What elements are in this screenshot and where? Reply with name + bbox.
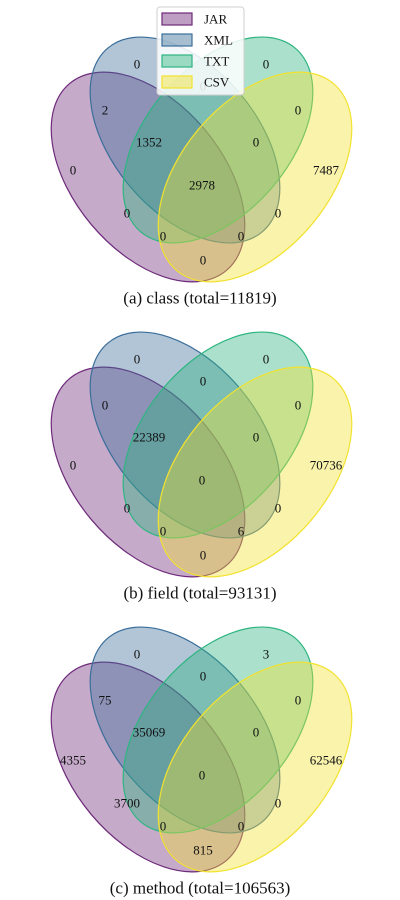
legend-swatch-xml xyxy=(161,33,193,47)
region-count-all: 2978 xyxy=(189,178,215,193)
region-count-xml-txt: 0 xyxy=(200,669,207,684)
region-count-jar-only: 0 xyxy=(70,163,77,178)
set-ellipse-csv xyxy=(157,71,353,283)
region-count-xml-csv: 0 xyxy=(275,206,282,221)
venn-panels: 0 0 2 0 0 0 1352 0 7487 2978 0 0 0 0 0 (a) class (total… xyxy=(50,36,353,898)
region-count-jar-csv: 815 xyxy=(193,843,213,858)
region-count-jar-only: 4355 xyxy=(60,753,86,768)
set-ellipse-csv xyxy=(157,366,353,578)
region-count-jar-txt-csv: 0 xyxy=(160,524,167,539)
region-count-txt-csv: 0 xyxy=(295,398,302,413)
region-count-xml-txt-csv: 0 xyxy=(253,725,260,740)
region-count-jar-csv: 0 xyxy=(200,548,207,563)
region-count-jar-xml-txt: 35069 xyxy=(133,725,166,740)
set-ellipse-csv xyxy=(157,661,353,873)
legend-label-txt: TXT xyxy=(204,54,229,69)
region-count-jar-only: 0 xyxy=(70,458,77,473)
region-count-xml-csv: 0 xyxy=(275,501,282,516)
region-count-xml-only: 0 xyxy=(134,647,141,662)
region-count-jar-txt-csv: 0 xyxy=(160,819,167,834)
region-count-jar-txt-csv: 0 xyxy=(160,229,167,244)
region-count-jar-xml-csv: 0 xyxy=(238,229,245,244)
region-count-jar-xml: 2 xyxy=(102,103,109,118)
region-count-jar-txt: 3700 xyxy=(114,796,140,811)
region-count-jar-xml: 75 xyxy=(99,693,112,708)
panel-caption: (b) field (total=93131) xyxy=(123,584,276,603)
region-count-jar-xml: 0 xyxy=(102,398,109,413)
legend-frame xyxy=(156,6,245,96)
region-count-jar-xml-csv: 6 xyxy=(238,524,245,539)
region-count-xml-csv: 0 xyxy=(275,796,282,811)
region-count-jar-txt: 0 xyxy=(124,501,131,516)
region-count-txt-only: 0 xyxy=(263,57,270,72)
region-count-txt-only: 0 xyxy=(263,352,270,367)
region-count-xml-only: 0 xyxy=(134,352,141,367)
legend-label-jar: JAR xyxy=(204,12,227,27)
region-count-xml-only: 0 xyxy=(134,57,141,72)
region-count-jar-xml-txt: 22389 xyxy=(133,430,166,445)
legend-swatch-txt xyxy=(161,54,193,68)
set-ellipse-xml xyxy=(89,626,281,834)
venn-panel: 0 3 75 0 0 4355 35069 0 62546 0 3700 0 0 0 815 (c) meth… xyxy=(50,626,353,898)
region-count-jar-txt: 0 xyxy=(124,206,131,221)
region-count-csv-only: 70736 xyxy=(310,458,343,473)
region-count-jar-xml-txt: 1352 xyxy=(136,135,162,150)
set-ellipse-xml xyxy=(89,331,281,539)
region-count-jar-csv: 0 xyxy=(200,253,207,268)
region-count-csv-only: 62546 xyxy=(310,753,343,768)
set-ellipse-jar xyxy=(50,366,246,578)
legend-swatch-jar xyxy=(161,12,193,26)
legend: JAR XML TXT CSV xyxy=(156,6,245,96)
venn-panel: 0 0 0 0 0 0 22389 0 70736 0 0 0 0 6 0 (b) field (total=… xyxy=(50,331,353,603)
legend-label-xml: XML xyxy=(204,33,233,48)
region-count-xml-txt-csv: 0 xyxy=(253,135,260,150)
set-ellipse-txt xyxy=(122,626,314,834)
region-count-xml-txt: 0 xyxy=(200,374,207,389)
region-count-csv-only: 7487 xyxy=(313,163,340,178)
set-ellipse-jar xyxy=(50,71,246,283)
region-count-xml-txt-csv: 0 xyxy=(253,430,260,445)
region-count-txt-csv: 0 xyxy=(295,103,302,118)
region-count-all: 0 xyxy=(199,768,206,783)
region-count-txt-csv: 0 xyxy=(295,693,302,708)
region-count-jar-xml-csv: 0 xyxy=(238,819,245,834)
legend-swatch-csv xyxy=(161,75,193,89)
region-count-txt-only: 3 xyxy=(263,647,270,662)
panel-caption: (c) method (total=106563) xyxy=(110,879,290,898)
legend-label-csv: CSV xyxy=(204,75,230,90)
set-ellipse-jar xyxy=(50,661,246,873)
set-ellipse-txt xyxy=(122,331,314,539)
region-count-all: 0 xyxy=(199,473,206,488)
panel-caption: (a) class (total=11819) xyxy=(123,289,276,308)
